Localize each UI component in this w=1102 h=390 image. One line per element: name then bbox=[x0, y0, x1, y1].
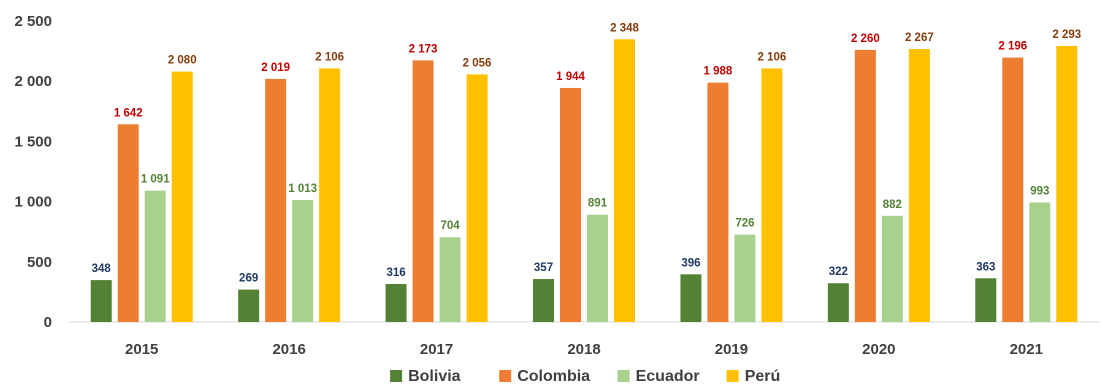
data-label: 2 173 bbox=[409, 43, 438, 55]
legend-swatch-ecuador bbox=[617, 370, 630, 382]
data-label: 2 019 bbox=[261, 62, 290, 74]
legend-swatch-bolivia bbox=[390, 370, 403, 382]
data-label: 891 bbox=[588, 198, 608, 210]
legend: Bolivia Colombia Ecuador Perú bbox=[390, 368, 780, 385]
bar-colombia-2016 bbox=[265, 78, 287, 322]
x-axis: 2015 2016 2017 2018 2019 2020 2021 bbox=[125, 341, 1043, 358]
bar-ecuador-2019 bbox=[734, 234, 756, 322]
data-label: 316 bbox=[386, 267, 405, 279]
bar-colombia-2018 bbox=[560, 87, 581, 322]
data-label: 2 106 bbox=[315, 51, 344, 63]
data-label: 2 293 bbox=[1052, 29, 1081, 41]
data-label: 1 642 bbox=[114, 107, 143, 119]
bar-ecuador-2016 bbox=[292, 200, 314, 322]
bar-bolivia-2017 bbox=[385, 283, 407, 322]
data-label: 269 bbox=[239, 273, 258, 285]
data-label: 322 bbox=[829, 266, 848, 278]
legend-label-perú: Perú bbox=[745, 368, 781, 385]
data-label: 726 bbox=[735, 218, 754, 230]
legend-label-colombia: Colombia bbox=[517, 368, 590, 385]
y-axis: 0 500 1 000 1 500 2 000 2 500 bbox=[14, 13, 52, 331]
bar-perú-2015 bbox=[171, 71, 193, 323]
data-label: 2 080 bbox=[168, 55, 197, 67]
data-label: 993 bbox=[1030, 185, 1049, 197]
bar-perú-2019 bbox=[761, 68, 783, 323]
bar-colombia-2017 bbox=[412, 60, 434, 323]
data-label: 357 bbox=[534, 262, 553, 274]
bar-bolivia-2018 bbox=[533, 279, 554, 322]
bar-perú-2017 bbox=[466, 74, 488, 322]
data-label: 704 bbox=[440, 220, 460, 232]
bar-ecuador-2015 bbox=[144, 190, 166, 322]
bar-colombia-2020 bbox=[854, 49, 876, 323]
x-tick-label: 2017 bbox=[420, 341, 453, 358]
data-label: 348 bbox=[92, 263, 112, 275]
x-tick-label: 2019 bbox=[715, 341, 748, 358]
legend-swatch-colombia bbox=[499, 370, 512, 382]
data-label: 2 348 bbox=[610, 22, 639, 34]
bar-perú-2020 bbox=[908, 49, 930, 323]
data-label: 363 bbox=[976, 261, 995, 273]
y-tick-label: 2 500 bbox=[14, 13, 52, 30]
y-tick-label: 0 bbox=[44, 314, 52, 331]
bars bbox=[90, 39, 1078, 323]
bar-bolivia-2021 bbox=[975, 278, 997, 322]
bar-colombia-2015 bbox=[117, 124, 139, 323]
y-tick-label: 2 000 bbox=[14, 73, 52, 90]
bar-colombia-2019 bbox=[707, 82, 729, 322]
bar-ecuador-2018 bbox=[587, 214, 608, 322]
data-label: 1 944 bbox=[556, 71, 585, 83]
y-tick-label: 1 500 bbox=[14, 133, 52, 150]
data-label: 2 056 bbox=[463, 57, 492, 69]
data-label: 882 bbox=[883, 199, 902, 211]
bar-perú-2018 bbox=[614, 39, 635, 322]
bar-ecuador-2017 bbox=[439, 237, 461, 322]
y-tick-label: 1 000 bbox=[14, 194, 52, 211]
bar-bolivia-2019 bbox=[680, 274, 702, 322]
data-label: 1 988 bbox=[704, 66, 733, 78]
data-label: 2 267 bbox=[905, 32, 934, 44]
bar-ecuador-2021 bbox=[1029, 202, 1051, 322]
legend-label-ecuador: Ecuador bbox=[636, 368, 700, 385]
y-tick-label: 500 bbox=[27, 254, 52, 271]
data-labels: 348 1 642 1 091 2 080 269 2 019 1 013 2 106 316 2… bbox=[92, 22, 1082, 284]
x-tick-label: 2020 bbox=[862, 341, 895, 358]
data-label: 396 bbox=[681, 257, 700, 269]
x-tick-label: 2015 bbox=[125, 341, 158, 358]
data-label: 2 106 bbox=[758, 51, 787, 63]
legend-label-bolivia: Bolivia bbox=[408, 368, 461, 385]
legend-swatch-perú bbox=[726, 370, 739, 382]
bar-perú-2016 bbox=[319, 68, 341, 323]
x-tick-label: 2018 bbox=[567, 341, 600, 358]
data-label: 1 013 bbox=[288, 183, 317, 195]
bar-perú-2021 bbox=[1056, 45, 1078, 323]
x-tick-label: 2021 bbox=[1010, 341, 1043, 358]
bar-bolivia-2016 bbox=[238, 289, 260, 322]
data-label: 2 196 bbox=[998, 41, 1027, 53]
bar-bolivia-2015 bbox=[90, 280, 112, 322]
bar-colombia-2021 bbox=[1002, 57, 1024, 323]
bar-ecuador-2020 bbox=[881, 215, 903, 322]
data-label: 1 091 bbox=[141, 174, 170, 186]
bar-bolivia-2020 bbox=[827, 283, 849, 322]
data-label: 2 260 bbox=[851, 33, 880, 45]
x-tick-label: 2016 bbox=[272, 341, 305, 358]
